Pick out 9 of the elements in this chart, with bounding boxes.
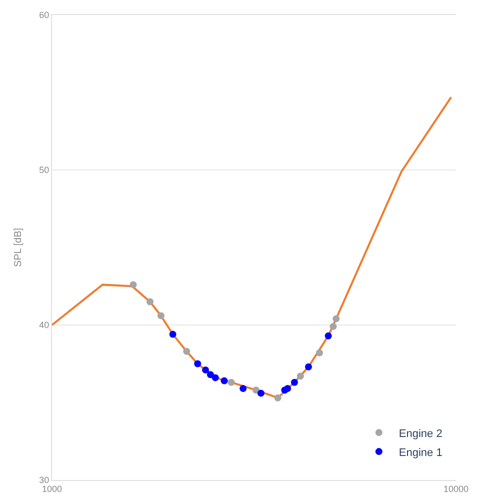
y-axis-title: SPL [dB] xyxy=(13,228,24,268)
legend-label: Engine 1 xyxy=(398,446,442,459)
x-tick-label: 10000 xyxy=(443,484,469,494)
y-tick-label: 60 xyxy=(39,10,50,20)
x-tick-label: 1000 xyxy=(42,484,62,494)
y-tick-label: 40 xyxy=(39,320,50,330)
legend-label: Engine 2 xyxy=(398,428,442,440)
y-tick-label: 30 xyxy=(39,475,50,486)
y-tick-label: 50 xyxy=(39,165,50,176)
